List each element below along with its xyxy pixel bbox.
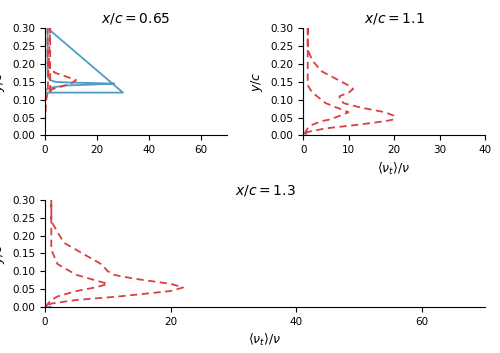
Title: $x/c = 1.3$: $x/c = 1.3$ <box>234 183 296 198</box>
Y-axis label: $y/c$: $y/c$ <box>0 243 6 264</box>
Title: $x/c = 0.65$: $x/c = 0.65$ <box>101 11 170 26</box>
Y-axis label: $y/c$: $y/c$ <box>249 72 265 92</box>
X-axis label: $\langle \nu_t \rangle/\nu$: $\langle \nu_t \rangle/\nu$ <box>378 161 411 177</box>
X-axis label: $\langle \nu_t \rangle/\nu$: $\langle \nu_t \rangle/\nu$ <box>248 333 282 348</box>
Title: $x/c = 1.1$: $x/c = 1.1$ <box>364 11 424 26</box>
Y-axis label: $y/c$: $y/c$ <box>0 72 6 92</box>
